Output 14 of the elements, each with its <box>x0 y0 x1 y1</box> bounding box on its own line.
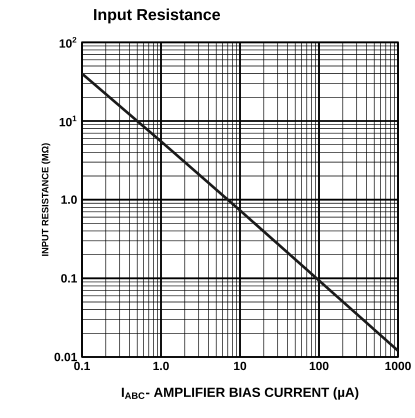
x-tick-label: 1000 <box>385 362 411 370</box>
x-axis-title: I$_{ABC}$- AMPLIFIER BIAS CURRENT (µA) <box>122 387 358 400</box>
y-tick-label: 1.0 <box>61 195 77 204</box>
y-tick-label: 0.01 <box>54 352 77 362</box>
y-tick-label: 0.1 <box>61 274 77 283</box>
line-series <box>82 72 398 352</box>
x-tick-label: 1.0 <box>153 362 169 370</box>
y-axis-title: INPUT RESISTANCE (MΩ) <box>42 143 50 256</box>
y-tick-label: 10$^{2}$ <box>60 36 76 48</box>
x-tick-label: 0.1 <box>74 362 90 370</box>
y-tick-label: 10$^{1}$ <box>60 116 76 126</box>
x-tick-label: 100 <box>310 362 328 370</box>
x-tick-label: 10 <box>234 362 246 370</box>
chart-title: Input Resistance <box>94 8 220 24</box>
